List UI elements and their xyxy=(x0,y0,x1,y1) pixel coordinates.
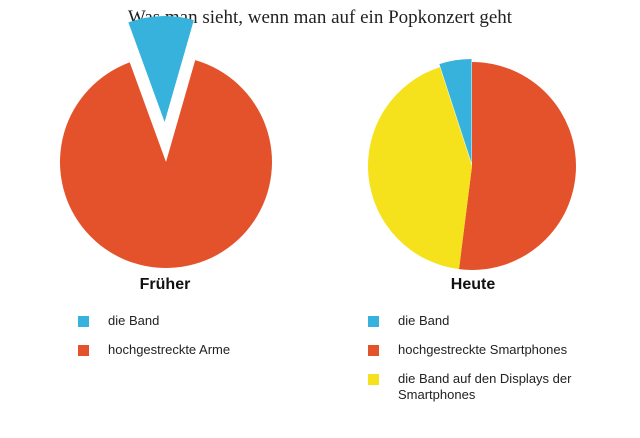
legend-swatch xyxy=(78,345,89,356)
legend-swatch xyxy=(368,374,379,385)
legend-label: hochgestreckte Smartphones xyxy=(398,342,568,357)
pie-title-frueher: Früher xyxy=(139,276,191,293)
chart-title: Was man sieht, wenn man auf ein Popkonze… xyxy=(127,7,513,28)
legend-swatch xyxy=(368,316,379,327)
legend-label: die Band xyxy=(398,313,450,328)
legend-label: die Band auf den Displays der Smartphone… xyxy=(398,371,572,402)
pie-slice xyxy=(128,16,194,123)
legend-label: die Band xyxy=(108,313,160,328)
legend-swatch xyxy=(78,316,89,327)
legend-swatch xyxy=(368,345,379,356)
legend-label: hochgestreckte Arme xyxy=(108,342,231,357)
pie-title-heute: Heute xyxy=(450,276,496,293)
pie-slice xyxy=(60,60,272,268)
